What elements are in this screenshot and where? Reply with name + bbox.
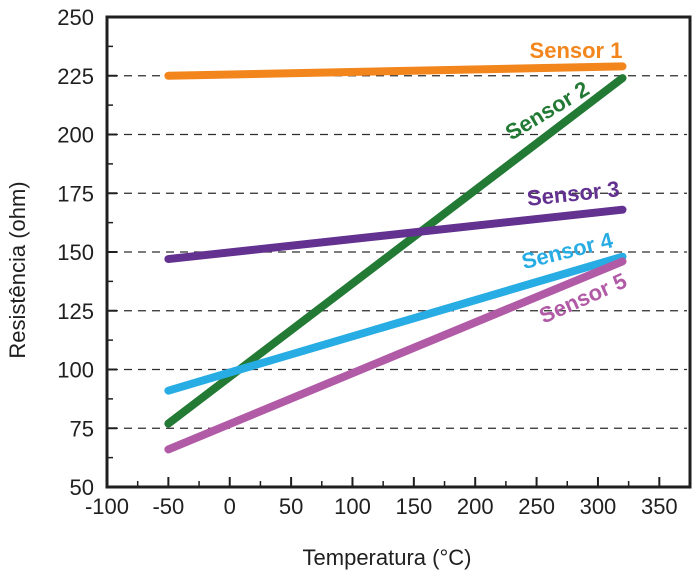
y-tick-label-200: 200	[57, 123, 94, 148]
x-axis-title: Temperatura (°C)	[303, 545, 472, 570]
grid-lines	[110, 75, 687, 429]
y-tick-label-100: 100	[57, 358, 94, 383]
y-tick-label-75: 75	[70, 416, 94, 441]
y-tick-label-175: 175	[57, 181, 94, 206]
y-tick-label-150: 150	[57, 240, 94, 265]
y-axis-title: Resistência (ohm)	[5, 181, 30, 358]
x-tick-label-250: 250	[518, 494, 555, 519]
y-tick-label-225: 225	[57, 64, 94, 89]
series-line-1	[164, 62, 627, 80]
series-line-5	[164, 257, 627, 454]
y-tick-label-125: 125	[57, 299, 94, 324]
series-line-3	[164, 205, 627, 264]
series-label-3: Sensor 3	[526, 176, 621, 211]
y-tick-label-250: 250	[57, 5, 94, 30]
x-tick-label--50: -50	[152, 494, 184, 519]
series-line-4	[164, 252, 627, 395]
x-tick-label-150: 150	[395, 494, 432, 519]
x-tick-label-0: 0	[224, 494, 236, 519]
x-tick-label-350: 350	[641, 494, 678, 519]
series-label-1: Sensor 1	[530, 38, 623, 63]
axis-ticks: 50 75 100 125 150 175 200 225 250 -100 -50 0 50 100 15…	[57, 5, 677, 519]
x-tick-label-100: 100	[334, 494, 371, 519]
x-tick-label-300: 300	[580, 494, 617, 519]
x-tick-label-200: 200	[457, 494, 494, 519]
y-tick-label-50: 50	[70, 475, 94, 500]
x-tick-label--100: -100	[85, 494, 129, 519]
x-tick-label-50: 50	[279, 494, 303, 519]
series-lines	[164, 62, 627, 454]
